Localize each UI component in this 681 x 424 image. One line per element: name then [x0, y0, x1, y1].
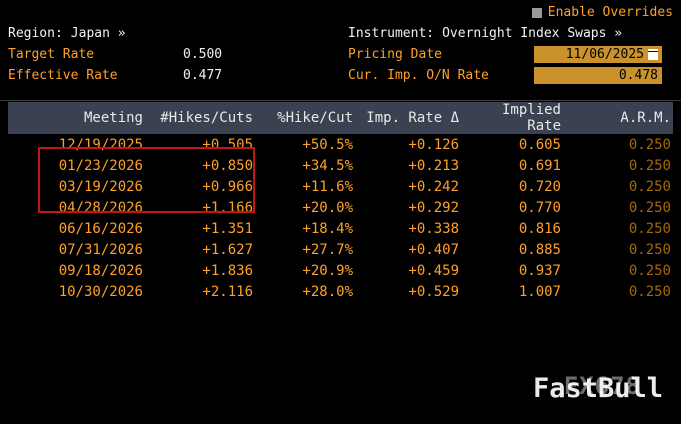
cur-imp-on-rate-value: 0.478: [618, 68, 658, 83]
enable-overrides-label: Enable Overrides: [547, 5, 673, 20]
cell-arm: 0.250: [628, 178, 671, 195]
cell-imp-rate-delta: +0.407: [408, 241, 459, 258]
cell-meeting: 01/23/2026: [58, 157, 143, 174]
rates-table: Meeting #Hikes/Cuts %Hike/Cut Imp. Rate Δ Im…: [8, 102, 673, 302]
cell-meeting: 10/30/2026: [58, 283, 143, 300]
cell-imp-rate-delta: +0.126: [408, 136, 459, 153]
cur-imp-on-rate-input[interactable]: 0.478: [534, 67, 662, 84]
table-row[interactable]: 09/18/2026 +1.836 +20.9% +0.459 0.937 0.250: [8, 260, 673, 281]
target-rate-value: 0.500: [183, 47, 223, 62]
cur-imp-on-rate-label: Cur. Imp. O/N Rate: [348, 68, 489, 83]
cell-implied-rate: 0.720: [518, 178, 561, 195]
target-rate-label: Target Rate: [8, 47, 95, 62]
cell-arm: 0.250: [628, 241, 671, 258]
region-selector[interactable]: Japan »: [70, 26, 126, 41]
cell-imp-rate-delta: +0.459: [408, 262, 459, 279]
cell-hikes-cuts: +1.351: [202, 220, 253, 237]
cell-pct-hike-cut: +18.4%: [302, 220, 353, 237]
effective-rate-value: 0.477: [183, 68, 223, 83]
rates-table-section: Meeting #Hikes/Cuts %Hike/Cut Imp. Rate Δ Im…: [0, 100, 681, 302]
cell-hikes-cuts: +0.966: [202, 178, 253, 195]
cell-pct-hike-cut: +34.5%: [302, 157, 353, 174]
cell-implied-rate: 0.691: [518, 157, 561, 174]
cell-implied-rate: 0.885: [518, 241, 561, 258]
column-header-meeting: Meeting: [8, 102, 145, 134]
overrides-bar: Enable Overrides: [0, 0, 681, 21]
cell-imp-rate-delta: +0.213: [408, 157, 459, 174]
pricing-date-label: Pricing Date: [348, 47, 442, 62]
cell-imp-rate-delta: +0.292: [408, 199, 459, 216]
cell-pct-hike-cut: +28.0%: [302, 283, 353, 300]
cell-pct-hike-cut: +27.7%: [302, 241, 353, 258]
cell-arm: 0.250: [628, 136, 671, 153]
cell-imp-rate-delta: +0.529: [408, 283, 459, 300]
table-row[interactable]: 01/23/2026 +0.850 +34.5% +0.213 0.691 0.250: [8, 155, 673, 176]
cell-pct-hike-cut: +11.6%: [302, 178, 353, 195]
region-instrument-row: Region: Japan » Instrument: Overnight In…: [8, 23, 681, 44]
cell-implied-rate: 0.605: [518, 136, 561, 153]
column-header-imp-rate-delta: Imp. Rate Δ: [355, 102, 461, 134]
cell-meeting: 06/16/2026: [58, 220, 143, 237]
cell-meeting: 07/31/2026: [58, 241, 143, 258]
table-row[interactable]: 06/16/2026 +1.351 +18.4% +0.338 0.816 0.250: [8, 218, 673, 239]
cell-hikes-cuts: +1.836: [202, 262, 253, 279]
cell-implied-rate: 0.770: [518, 199, 561, 216]
effective-rate-label: Effective Rate: [8, 68, 118, 83]
cell-imp-rate-delta: +0.242: [408, 178, 459, 195]
column-header-arm: A.R.M.: [563, 102, 673, 134]
table-header-row: Meeting #Hikes/Cuts %Hike/Cut Imp. Rate Δ Im…: [8, 102, 673, 134]
column-header-pct-hike-cut: %Hike/Cut: [255, 102, 355, 134]
enable-overrides-checkbox[interactable]: [531, 7, 542, 18]
pricing-date-input[interactable]: 11/06/2025: [534, 46, 662, 63]
cell-implied-rate: 0.937: [518, 262, 561, 279]
cell-meeting: 12/19/2025: [58, 136, 143, 153]
cell-implied-rate: 1.007: [518, 283, 561, 300]
cell-hikes-cuts: +1.627: [202, 241, 253, 258]
instrument-selector[interactable]: Overnight Index Swaps »: [442, 26, 623, 41]
cell-meeting: 03/19/2026: [58, 178, 143, 195]
cell-meeting: 04/28/2026: [58, 199, 143, 216]
watermark-fastbull: FastBull: [532, 373, 663, 404]
cell-arm: 0.250: [628, 220, 671, 237]
cell-pct-hike-cut: +20.0%: [302, 199, 353, 216]
cell-hikes-cuts: +0.505: [202, 136, 253, 153]
table-row[interactable]: 04/28/2026 +1.166 +20.0% +0.292 0.770 0.250: [8, 197, 673, 218]
rates-table-body: 12/19/2025 +0.505 +50.5% +0.126 0.605 0.250 01…: [8, 134, 673, 302]
cell-pct-hike-cut: +50.5%: [302, 136, 353, 153]
cell-hikes-cuts: +1.166: [202, 199, 253, 216]
pricing-date-value: 11/06/2025: [565, 47, 644, 62]
cell-pct-hike-cut: +20.9%: [302, 262, 353, 279]
table-row[interactable]: 03/19/2026 +0.966 +11.6% +0.242 0.720 0.250: [8, 176, 673, 197]
cell-hikes-cuts: +2.116: [202, 283, 253, 300]
table-row[interactable]: 07/31/2026 +1.627 +27.7% +0.407 0.885 0.250: [8, 239, 673, 260]
column-header-implied-rate: Implied Rate: [461, 102, 563, 134]
table-row[interactable]: 10/30/2026 +2.116 +28.0% +0.529 1.007 0.250: [8, 281, 673, 302]
region-label: Region:: [8, 26, 63, 41]
cell-imp-rate-delta: +0.338: [408, 220, 459, 237]
calendar-icon[interactable]: [648, 49, 658, 60]
column-header-hikes-cuts: #Hikes/Cuts: [145, 102, 255, 134]
cell-arm: 0.250: [628, 157, 671, 174]
watermark-fx678: FX678: [563, 372, 641, 400]
cell-arm: 0.250: [628, 283, 671, 300]
cell-meeting: 09/18/2026: [58, 262, 143, 279]
cell-hikes-cuts: +0.850: [202, 157, 253, 174]
cell-implied-rate: 0.816: [518, 220, 561, 237]
cell-arm: 0.250: [628, 262, 671, 279]
header-panel: Region: Japan » Instrument: Overnight In…: [0, 21, 681, 86]
table-row[interactable]: 12/19/2025 +0.505 +50.5% +0.126 0.605 0.250: [8, 134, 673, 155]
target-rate-row: Target Rate 0.500 Pricing Date 11/06/202…: [8, 44, 681, 65]
cell-arm: 0.250: [628, 199, 671, 216]
effective-rate-row: Effective Rate 0.477 Cur. Imp. O/N Rate …: [8, 65, 681, 86]
instrument-label: Instrument:: [348, 26, 435, 41]
